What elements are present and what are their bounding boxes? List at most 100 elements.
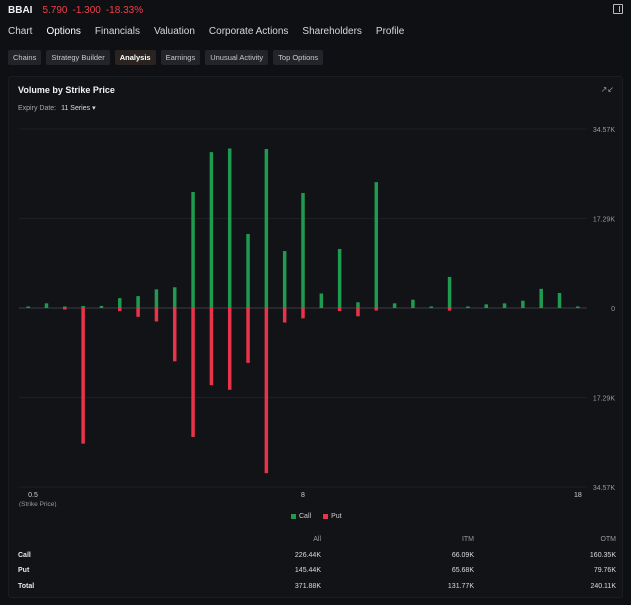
cell-otm: 79.76K — [593, 567, 616, 575]
volume-by-strike-card: Volume by Strike Price ↗↙ Expiry Date: 1… — [8, 76, 623, 598]
expiry-label: Expiry Date: — [18, 105, 57, 112]
tab-chart[interactable]: Chart — [8, 26, 33, 37]
legend-put[interactable]: Put — [323, 513, 342, 520]
put-bar — [374, 308, 379, 311]
summary-row-total: Total 371.88K 131.77K 240.11K — [18, 579, 616, 595]
summary-row-call: Call 226.44K 66.09K 160.35K — [18, 548, 616, 564]
expiry-filter: Expiry Date: 11 Series ▾ — [18, 104, 96, 112]
volume-chart: 34.57K 17.29K 0 17.29K 34.57K 0.5 8 18 (Strike … — [19, 127, 616, 507]
y-tick-label: 0 — [611, 306, 615, 313]
legend-call[interactable]: Call — [291, 513, 311, 520]
call-bar — [44, 303, 49, 308]
call-bar — [301, 193, 305, 308]
header-itm: ITM — [461, 536, 474, 544]
quote-header: BBAI 5.790 -1.300 -18.33% — [0, 0, 631, 20]
call-bar — [502, 303, 507, 308]
call-bar — [539, 288, 543, 308]
expand-icon[interactable]: ↗↙ — [600, 85, 614, 94]
call-bar — [136, 296, 140, 308]
row-label: Put — [18, 567, 30, 575]
cell-itm: 65.68K — [451, 567, 474, 575]
put-bar — [118, 308, 122, 312]
expiry-select[interactable]: 11 Series ▾ — [61, 105, 96, 112]
options-subtabs: Chains Strategy Builder Analysis Earning… — [8, 50, 324, 65]
call-bar — [63, 306, 67, 308]
call-bar — [99, 305, 104, 308]
put-bar — [227, 308, 232, 390]
call-bar — [118, 298, 122, 308]
card-title: Volume by Strike Price — [18, 85, 115, 95]
cell-otm: 160.35K — [589, 551, 616, 559]
tab-financials[interactable]: Financials — [94, 26, 140, 37]
call-bar — [26, 306, 30, 308]
call-bar — [154, 289, 159, 308]
y-tick-label: 17.29K — [593, 396, 616, 403]
subtab-top-options[interactable]: Top Options — [273, 50, 324, 65]
ticker-symbol: BBAI — [8, 4, 33, 16]
expiry-value: 11 Series — [61, 105, 91, 112]
put-bar — [301, 308, 305, 319]
cell-otm: 240.11K — [590, 582, 616, 590]
put-bar — [282, 308, 287, 323]
subtab-unusual-activity[interactable]: Unusual Activity — [205, 50, 269, 65]
put-bar — [154, 308, 159, 322]
call-bar — [576, 306, 580, 308]
tab-valuation[interactable]: Valuation — [153, 26, 195, 37]
call-bar — [557, 292, 562, 308]
x-tick-label: 0.5 — [28, 492, 38, 499]
price-change: -1.300 — [72, 4, 101, 16]
call-bar — [521, 300, 525, 308]
call-bar — [209, 152, 214, 308]
put-bar — [209, 308, 214, 386]
put-bar — [81, 308, 85, 444]
cell-all: 371.88K — [294, 582, 321, 590]
y-tick-label: 17.29K — [593, 217, 616, 224]
tab-corporate-actions[interactable]: Corporate Actions — [208, 26, 289, 37]
put-bar — [337, 308, 342, 312]
call-bar — [466, 306, 470, 308]
cell-all: 226.44K — [294, 551, 321, 559]
header-all: All — [313, 536, 321, 544]
tab-options[interactable]: Options — [46, 26, 80, 46]
chart-legend: Call Put — [291, 513, 342, 520]
put-bar — [172, 308, 177, 362]
tab-profile[interactable]: Profile — [375, 26, 405, 37]
price-change-percent: -18.33% — [105, 4, 144, 16]
call-bar — [264, 149, 269, 308]
call-bar — [429, 306, 434, 308]
row-label: Call — [18, 551, 31, 559]
subtab-chains[interactable]: Chains — [8, 50, 42, 65]
summary-row-put: Put 145.44K 65.68K 79.76K — [18, 563, 616, 579]
legend-call-label: Call — [299, 513, 312, 520]
put-bar — [63, 308, 67, 310]
legend-put-label: Put — [331, 513, 342, 520]
cell-all: 145.44K — [294, 567, 321, 575]
put-bar — [356, 308, 360, 317]
main-tabs: Chart Options Financials Valuation Corpo… — [0, 26, 410, 46]
volume-summary-table: All ITM OTM Call 226.44K 66.09K 160.35K … — [18, 532, 616, 594]
last-price: 5.790 — [42, 4, 68, 16]
put-bar — [264, 308, 269, 474]
subtab-strategy-builder[interactable]: Strategy Builder — [46, 50, 110, 65]
subtab-analysis[interactable]: Analysis — [114, 50, 156, 65]
panel-toggle-icon[interactable] — [613, 4, 623, 14]
x-tick-label: 8 — [301, 492, 305, 499]
call-bar — [172, 287, 177, 308]
put-bar — [191, 308, 195, 437]
call-bar — [356, 302, 360, 308]
put-bar — [246, 308, 250, 363]
call-bar — [411, 299, 415, 308]
call-bar — [282, 251, 287, 308]
x-axis-caption: (Strike Price) — [19, 501, 57, 507]
put-bar — [136, 308, 140, 317]
chevron-down-icon: ▾ — [92, 105, 96, 112]
call-bar — [81, 305, 85, 308]
summary-header-row: All ITM OTM — [18, 532, 616, 548]
call-bar — [191, 192, 195, 308]
call-bar — [337, 248, 342, 308]
call-bar — [392, 303, 397, 308]
put-bar — [447, 308, 452, 311]
tab-shareholders[interactable]: Shareholders — [302, 26, 362, 37]
cell-itm: 66.09K — [451, 551, 474, 559]
subtab-earnings[interactable]: Earnings — [160, 50, 201, 65]
